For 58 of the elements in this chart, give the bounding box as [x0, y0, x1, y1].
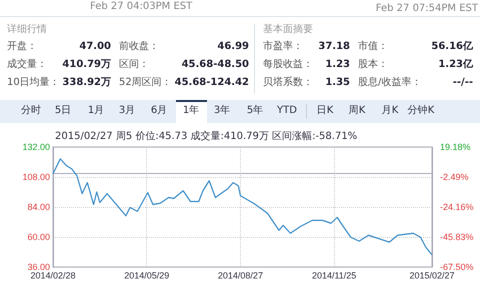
x-tick-label: 2015/02/27	[409, 270, 455, 280]
text: 3月	[118, 105, 136, 117]
text: Feb 27 07:54PM EST	[376, 3, 478, 15]
y-tick-label: 108.00	[22, 172, 50, 182]
text: 前收盘：	[119, 41, 159, 53]
text: 5日	[54, 105, 72, 117]
text: 56.16亿	[431, 41, 473, 53]
text: Feb 27 04:03PM EST	[90, 1, 192, 13]
x-tick-label: 2014/05/29	[124, 270, 170, 280]
text: 市值：	[358, 41, 388, 53]
text: 1.23亿	[438, 59, 473, 71]
x-tick-label: 2014/08/27	[218, 270, 263, 280]
text: 月K	[382, 105, 398, 117]
text: 1.35	[325, 77, 350, 89]
text: 37.18	[318, 41, 350, 53]
text: 1年	[182, 105, 200, 117]
x-tick-label: 2014/02/28	[30, 270, 76, 280]
y2-tick-label: 19.18%	[440, 142, 471, 152]
text: 股息/收益率：	[358, 77, 422, 89]
text: --/--	[452, 77, 473, 89]
text: 410.79万	[62, 59, 111, 71]
text: YTD	[277, 105, 297, 117]
text: 区间：	[119, 59, 149, 71]
text: 1.23	[325, 59, 350, 71]
y-tick-label: 60.00	[27, 232, 50, 242]
y2-tick-label: -67.50%	[440, 262, 474, 272]
text: 周K	[348, 105, 366, 117]
y2-tick-label: -2.49%	[440, 172, 469, 182]
line-series	[52, 158, 433, 256]
text: 详细行情	[7, 24, 47, 36]
text: 6月	[150, 105, 168, 117]
y-tick-label: 132.00	[22, 142, 50, 152]
text: 3年	[214, 105, 230, 117]
text: 基本面摘要	[263, 24, 313, 36]
text: 45.68-124.42	[174, 77, 249, 89]
text: 贝塔系数：	[263, 77, 313, 89]
x-tick-label: 2014/11/25	[312, 270, 356, 280]
y2-tick-label: -24.16%	[440, 202, 474, 212]
text: 开盘：	[7, 41, 37, 53]
text: 46.99	[217, 41, 249, 53]
y-tick-label: 84.00	[27, 202, 50, 212]
y2-tick-label: -45.83%	[440, 232, 474, 242]
text: 1月	[88, 105, 104, 117]
text: 股本：	[358, 59, 388, 71]
text: 日K	[316, 105, 334, 117]
text: 成交量：	[7, 59, 47, 71]
text: 每股收益：	[263, 59, 313, 71]
text: 10日均量：	[7, 77, 60, 89]
text: 分钟K	[408, 105, 434, 117]
text: 市盈率：	[263, 41, 303, 53]
text: 52周区间：	[119, 77, 172, 89]
text: 分时	[21, 105, 41, 117]
text: 2015/02/27 周5 价位:45.73 成交量:410.79万 区间涨幅:-58.71%	[55, 131, 358, 143]
text: 45.68-48.50	[182, 59, 249, 71]
text: 338.92万	[62, 77, 111, 89]
y-tick-label: 36.00	[27, 262, 50, 272]
text: 5年	[246, 105, 264, 117]
text: 47.00	[79, 41, 111, 53]
